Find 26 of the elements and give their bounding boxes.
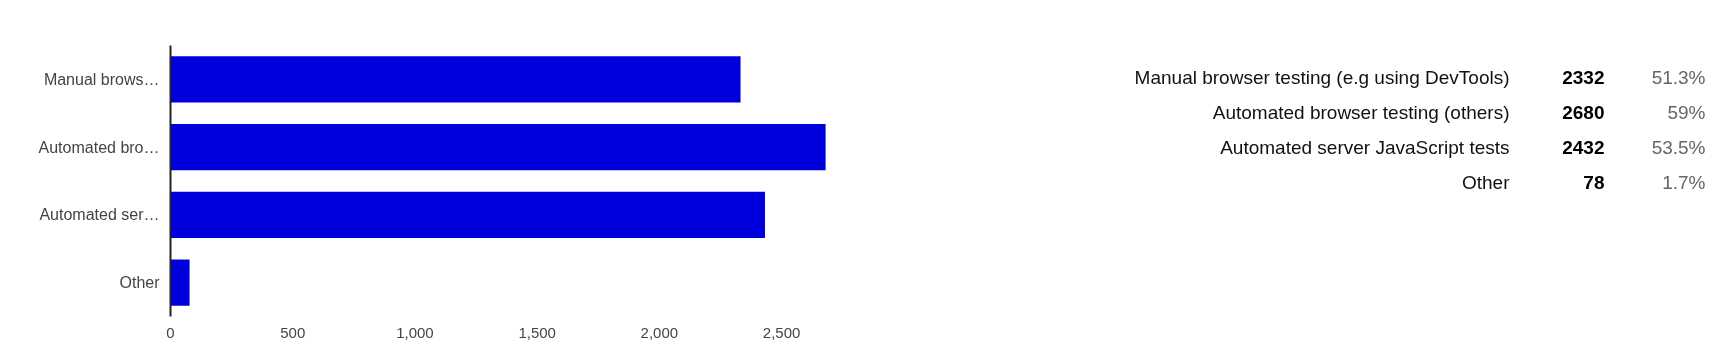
bar bbox=[170, 259, 190, 306]
bar bbox=[170, 124, 826, 171]
text: 51.3% bbox=[1651, 66, 1706, 88]
x-tick-label: 0 bbox=[166, 323, 175, 341]
text: 1.7% bbox=[1662, 172, 1706, 194]
bar bbox=[170, 56, 741, 103]
text: Automated browser testing (others) bbox=[1212, 101, 1510, 123]
x-tick-label: 2,000 bbox=[640, 323, 679, 341]
text: Automated server JavaScript tests bbox=[1220, 137, 1510, 159]
x-tick-label: 2,500 bbox=[762, 323, 801, 341]
y-tick-label: Manual brows… bbox=[43, 70, 160, 88]
text: 2432 bbox=[1562, 137, 1605, 159]
text: 2332 bbox=[1562, 66, 1605, 88]
x-tick-label: 1,500 bbox=[518, 323, 556, 341]
text: 78 bbox=[1583, 172, 1605, 194]
y-tick-label: Automated bro… bbox=[38, 138, 160, 156]
x-tick-label: 500 bbox=[280, 323, 306, 341]
y-tick-label: Automated ser… bbox=[39, 206, 160, 224]
text: Manual browser testing (e.g using DevTools) bbox=[1134, 66, 1510, 88]
text: 59% bbox=[1667, 101, 1706, 123]
text: 2680 bbox=[1562, 101, 1605, 123]
text: Other bbox=[1461, 172, 1511, 194]
text: 53.5% bbox=[1651, 137, 1706, 159]
bar bbox=[170, 191, 765, 238]
y-tick-label: Other bbox=[119, 274, 161, 292]
x-tick-label: 1,000 bbox=[396, 323, 434, 341]
